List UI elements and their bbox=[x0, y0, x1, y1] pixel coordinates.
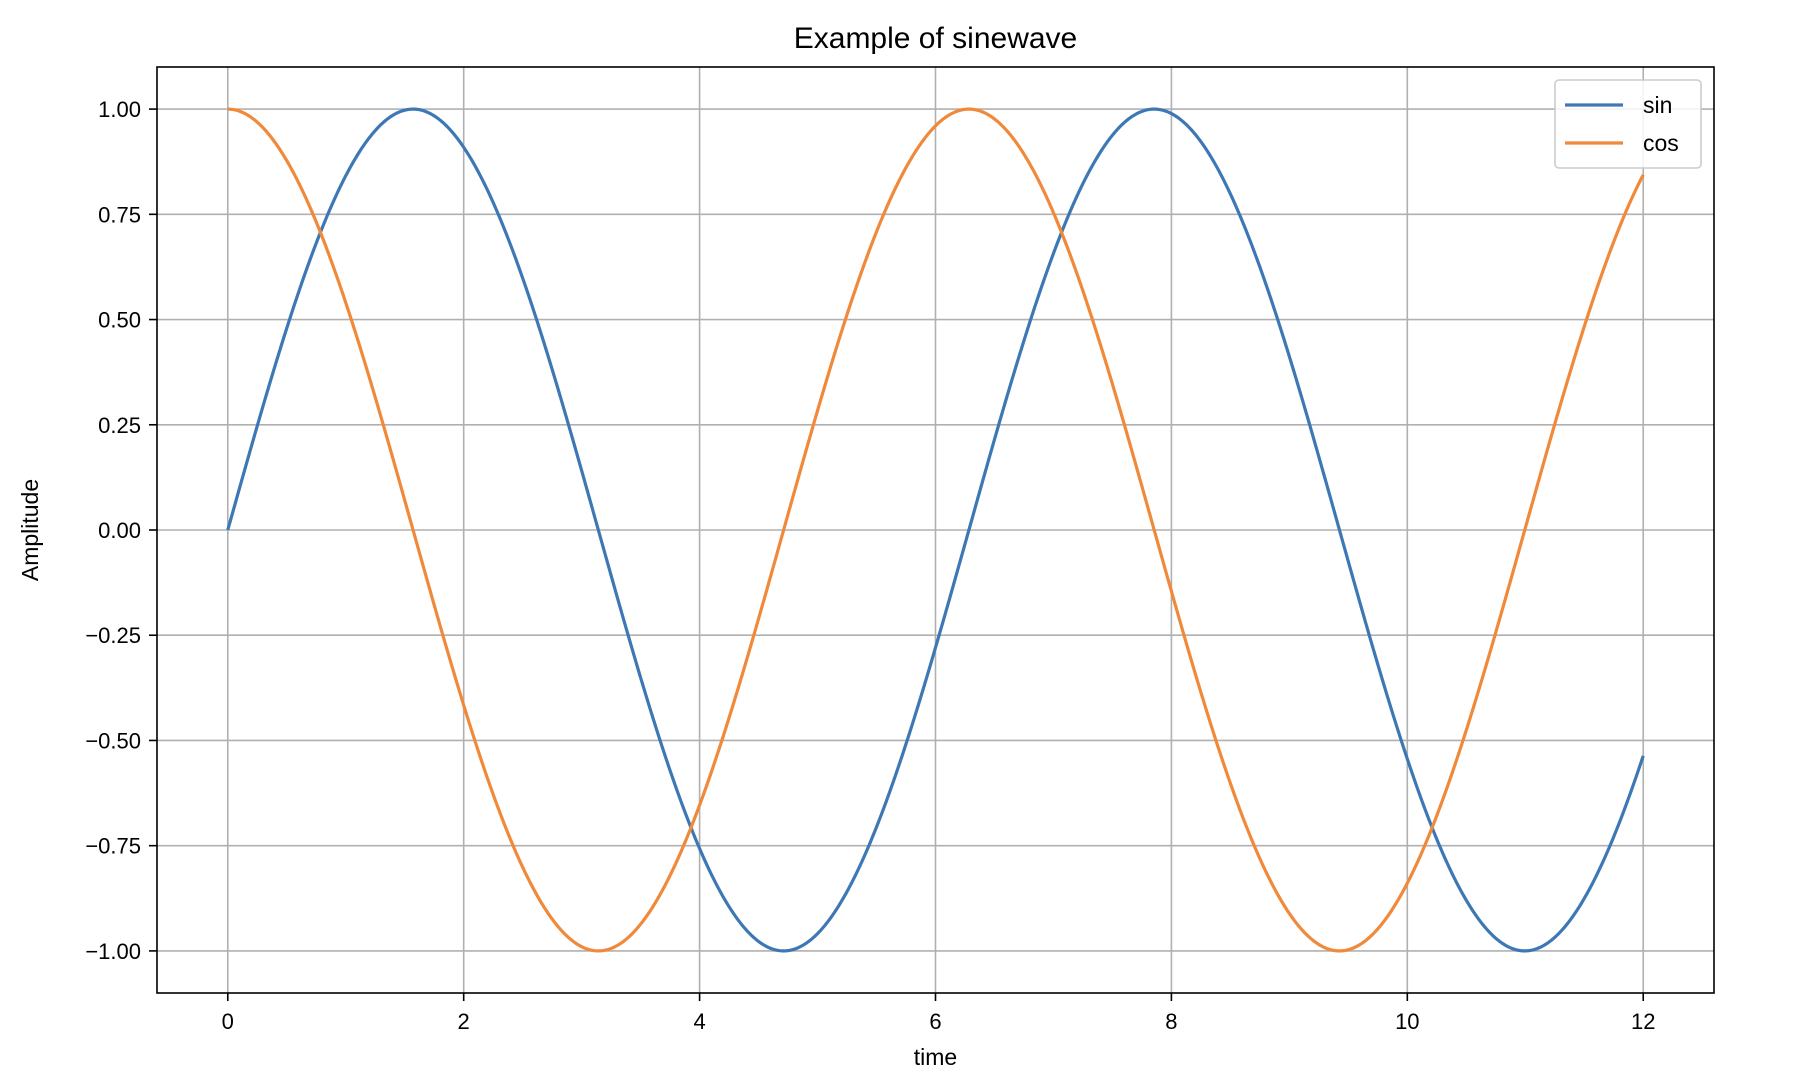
y-tick-label: 0.00 bbox=[98, 518, 141, 543]
series-line-sin bbox=[226, 107, 1645, 953]
y-tick-label: 0.25 bbox=[98, 413, 141, 438]
x-tick-label: 8 bbox=[1165, 1009, 1177, 1034]
x-tick-label: 0 bbox=[222, 1009, 234, 1034]
x-tick-label: 4 bbox=[693, 1009, 705, 1034]
y-tick-label: −1.00 bbox=[85, 939, 141, 964]
x-tick-label: 12 bbox=[1631, 1009, 1655, 1034]
chart-title: Example of sinewave bbox=[794, 22, 1077, 55]
y-tick-label: 0.50 bbox=[98, 308, 141, 333]
y-tick-label: −0.25 bbox=[85, 623, 141, 648]
legend-box bbox=[1554, 79, 1702, 169]
legend-label-cos: cos bbox=[1643, 130, 1679, 156]
series-line-cos bbox=[227, 107, 1645, 953]
x-tick-label: 10 bbox=[1395, 1009, 1419, 1034]
y-tick-label: 0.75 bbox=[98, 202, 141, 227]
x-tick-label: 2 bbox=[458, 1009, 470, 1034]
y-tick-label: −0.75 bbox=[85, 834, 141, 859]
y-tick-label: 1.00 bbox=[98, 97, 141, 122]
series-layer bbox=[226, 107, 1645, 953]
y-tick-label: −0.50 bbox=[85, 728, 141, 753]
legend: sin cos bbox=[1554, 79, 1702, 169]
x-tick-label: 6 bbox=[929, 1009, 941, 1034]
legend-label-sin: sin bbox=[1643, 92, 1672, 118]
y-axis-label: Amplitude bbox=[17, 479, 43, 581]
x-axis-label: time bbox=[914, 1044, 957, 1070]
grid-layer bbox=[157, 67, 1714, 993]
tick-layer: 0 2 4 6 8 10 12 1.00 0.75 0.50 0.25 0.00 −0.25 −0.50 −… bbox=[85, 97, 1655, 1034]
